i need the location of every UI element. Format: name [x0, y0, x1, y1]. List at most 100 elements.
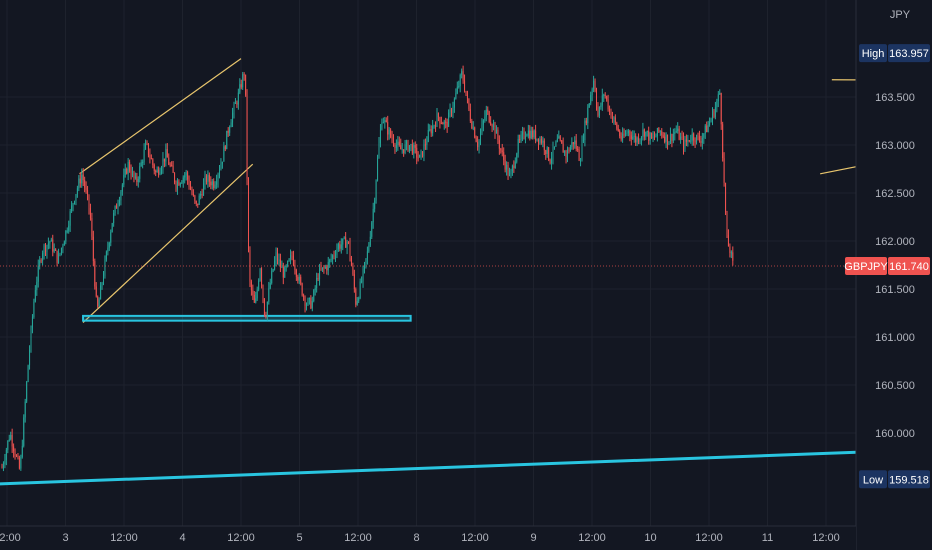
candle-body	[124, 168, 126, 175]
candle-body	[337, 244, 339, 249]
candle-body	[688, 140, 690, 142]
long-trendline[interactable]	[0, 448, 932, 486]
candle-body	[529, 130, 531, 139]
candle-body	[94, 261, 96, 287]
candle-body	[324, 266, 326, 269]
candle-body	[588, 103, 590, 108]
price-tick-label: 163.500	[875, 92, 915, 104]
candle-body	[594, 80, 596, 92]
candle-body	[349, 242, 351, 258]
high-value-badge	[888, 44, 930, 63]
symbol-badge	[845, 256, 887, 275]
candle-body	[559, 136, 561, 141]
candle-body	[555, 141, 557, 147]
candle-body	[523, 131, 525, 138]
candle-body	[103, 275, 104, 284]
candle-body	[623, 133, 625, 136]
candle-body	[33, 301, 35, 318]
price-axis[interactable]: JPY 163.500 163.000 162.500 162.000 161.500 16…	[844, 0, 932, 550]
candle-body	[514, 161, 516, 169]
candle-body	[542, 140, 544, 143]
candle-body	[43, 245, 45, 254]
candle-body	[575, 140, 577, 149]
candle-body	[17, 455, 19, 458]
candle-body	[68, 225, 70, 231]
candle-body	[195, 200, 197, 204]
candle-body	[340, 244, 342, 249]
candle-body	[406, 141, 408, 145]
candle-body	[591, 89, 593, 96]
candle-body	[664, 136, 666, 142]
candle-body	[229, 127, 231, 133]
candle-body	[449, 109, 451, 113]
candle-body	[524, 136, 526, 138]
candle-body	[607, 99, 609, 110]
trendline[interactable]	[82, 163, 254, 324]
candle-body	[150, 157, 152, 160]
candle-body	[684, 139, 686, 149]
candle-body	[295, 270, 297, 277]
candle-body	[481, 124, 483, 134]
candle-body	[185, 172, 187, 176]
time-tick-label: 12:00	[578, 532, 606, 544]
time-tick-label: 12:00	[227, 532, 255, 544]
candle-body	[163, 158, 165, 162]
candle-body	[632, 136, 634, 139]
candle-body	[614, 117, 616, 123]
candle-body	[87, 190, 89, 195]
grid-lines	[0, 0, 856, 526]
candle-body	[391, 136, 393, 140]
candle-body	[379, 129, 381, 144]
candle-body	[658, 128, 660, 132]
candle-body	[407, 141, 409, 151]
candle-body	[482, 120, 484, 125]
candle-body	[726, 212, 728, 236]
candle-body	[697, 134, 699, 137]
candle-body	[284, 267, 286, 278]
candle-body	[656, 128, 658, 137]
candle-body	[321, 267, 323, 270]
trendline[interactable]	[79, 58, 242, 175]
candle-body	[255, 298, 257, 303]
candle-body	[452, 107, 454, 114]
candle-body	[642, 129, 644, 137]
candle-body	[182, 177, 184, 183]
time-axis[interactable]: 12:00 3 12:00 4 12:00 5 12:00 8 12:00 9 12:00 10 12:…	[0, 525, 856, 550]
candle-body	[522, 131, 524, 135]
candle-body	[408, 145, 410, 151]
support-zone-rectangle[interactable]	[82, 314, 412, 322]
candle-body	[145, 142, 147, 150]
candle-body	[507, 164, 509, 176]
candle-body	[538, 138, 539, 144]
candle-body	[459, 74, 461, 87]
candle-body	[561, 140, 563, 144]
candle-body	[667, 134, 669, 145]
candle-body	[227, 130, 229, 133]
candle-body	[669, 134, 671, 142]
candle-body	[232, 112, 234, 123]
candle-body	[672, 134, 674, 141]
candle-body	[194, 195, 196, 201]
time-tick-label: 3	[62, 532, 68, 544]
price-tick-label: 163.000	[875, 140, 915, 152]
candle-body	[56, 250, 58, 263]
candle-body	[207, 175, 209, 182]
candle-body	[136, 176, 138, 183]
candle-body	[191, 189, 193, 194]
candle-body	[313, 290, 315, 302]
chart-drawings[interactable]	[0, 58, 932, 486]
candle-body	[456, 86, 458, 94]
candle-body	[609, 109, 611, 111]
candle-body	[714, 107, 716, 117]
time-tick-label: 10	[644, 532, 656, 544]
candle-body	[246, 94, 248, 179]
candle-body	[693, 133, 695, 141]
candle-body	[387, 122, 389, 135]
price-tick-label: 162.500	[875, 188, 915, 200]
candle-body	[556, 138, 558, 142]
candle-body	[211, 181, 213, 186]
candle-body	[533, 130, 535, 138]
candle-body	[282, 267, 284, 278]
